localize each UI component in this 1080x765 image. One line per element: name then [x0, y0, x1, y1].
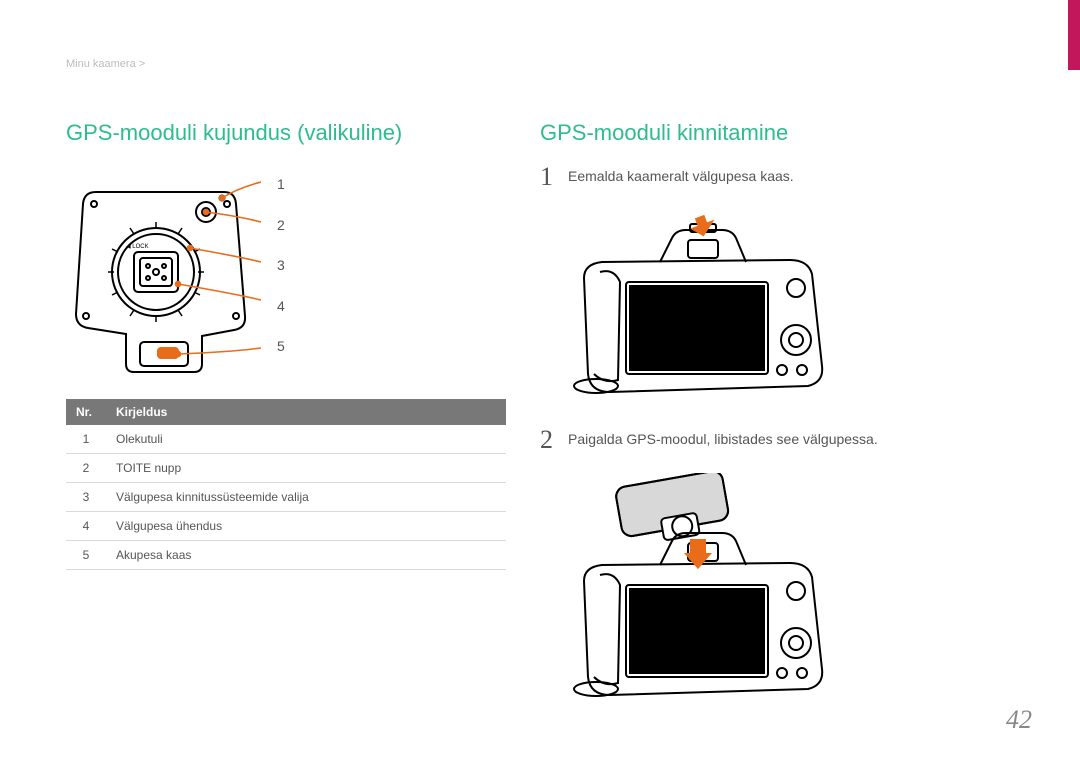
step-num-2: 2 [540, 427, 568, 453]
table-row: 4Välgupesa ühendus [66, 512, 506, 541]
description-table: Nr. Kirjeldus 1Olekutuli 2TOITE nupp 3Vä… [66, 399, 506, 570]
callout-4: 4 [277, 298, 285, 314]
callout-1: 1 [277, 176, 285, 192]
right-heading: GPS-mooduli kinnitamine [540, 120, 1010, 146]
callout-5: 5 [277, 338, 285, 354]
table-row: 2TOITE nupp [66, 454, 506, 483]
gps-module-figure: ◀ LOCK [66, 164, 506, 379]
table-row: 3Välgupesa kinnitussüsteemide valija [66, 483, 506, 512]
cell-nr: 2 [66, 454, 106, 483]
step-num-1: 1 [540, 164, 568, 190]
cell-nr: 3 [66, 483, 106, 512]
left-column: GPS-mooduli kujundus (valikuline) [66, 120, 506, 570]
camera-install-gps-diagram [540, 473, 850, 703]
step-2: 2 Paigalda GPS-moodul, libistades see vä… [540, 427, 1010, 453]
callout-2: 2 [277, 217, 285, 233]
step-text-2: Paigalda GPS-moodul, libistades see välg… [568, 427, 878, 453]
table-row: 1Olekutuli [66, 425, 506, 454]
page-number: 42 [1006, 705, 1032, 735]
step-text-1: Eemalda kaameralt välgupesa kaas. [568, 164, 794, 190]
cell-nr: 1 [66, 425, 106, 454]
table-row: 5Akupesa kaas [66, 541, 506, 570]
callout-3: 3 [277, 257, 285, 273]
step-1: 1 Eemalda kaameralt välgupesa kaas. [540, 164, 1010, 190]
cell-nr: 4 [66, 512, 106, 541]
cell-nr: 5 [66, 541, 106, 570]
left-heading: GPS-mooduli kujundus (valikuline) [66, 120, 506, 146]
camera-remove-cover-diagram [540, 210, 850, 410]
table-header-row: Nr. Kirjeldus [66, 399, 506, 425]
svg-text:◀ LOCK: ◀ LOCK [126, 244, 149, 250]
breadcrumb: Minu kaamera > [66, 58, 145, 70]
cell-desc: TOITE nupp [106, 454, 506, 483]
callout-numbers: 1 2 3 4 5 [277, 164, 285, 354]
accent-tab [1068, 0, 1080, 70]
th-nr: Nr. [66, 399, 106, 425]
th-desc: Kirjeldus [106, 399, 506, 425]
cell-desc: Välgupesa ühendus [106, 512, 506, 541]
cell-desc: Olekutuli [106, 425, 506, 454]
gps-module-diagram: ◀ LOCK [66, 164, 261, 379]
right-column: GPS-mooduli kinnitamine 1 Eemalda kaamer… [540, 120, 1010, 720]
cell-desc: Akupesa kaas [106, 541, 506, 570]
cell-desc: Välgupesa kinnitussüsteemide valija [106, 483, 506, 512]
